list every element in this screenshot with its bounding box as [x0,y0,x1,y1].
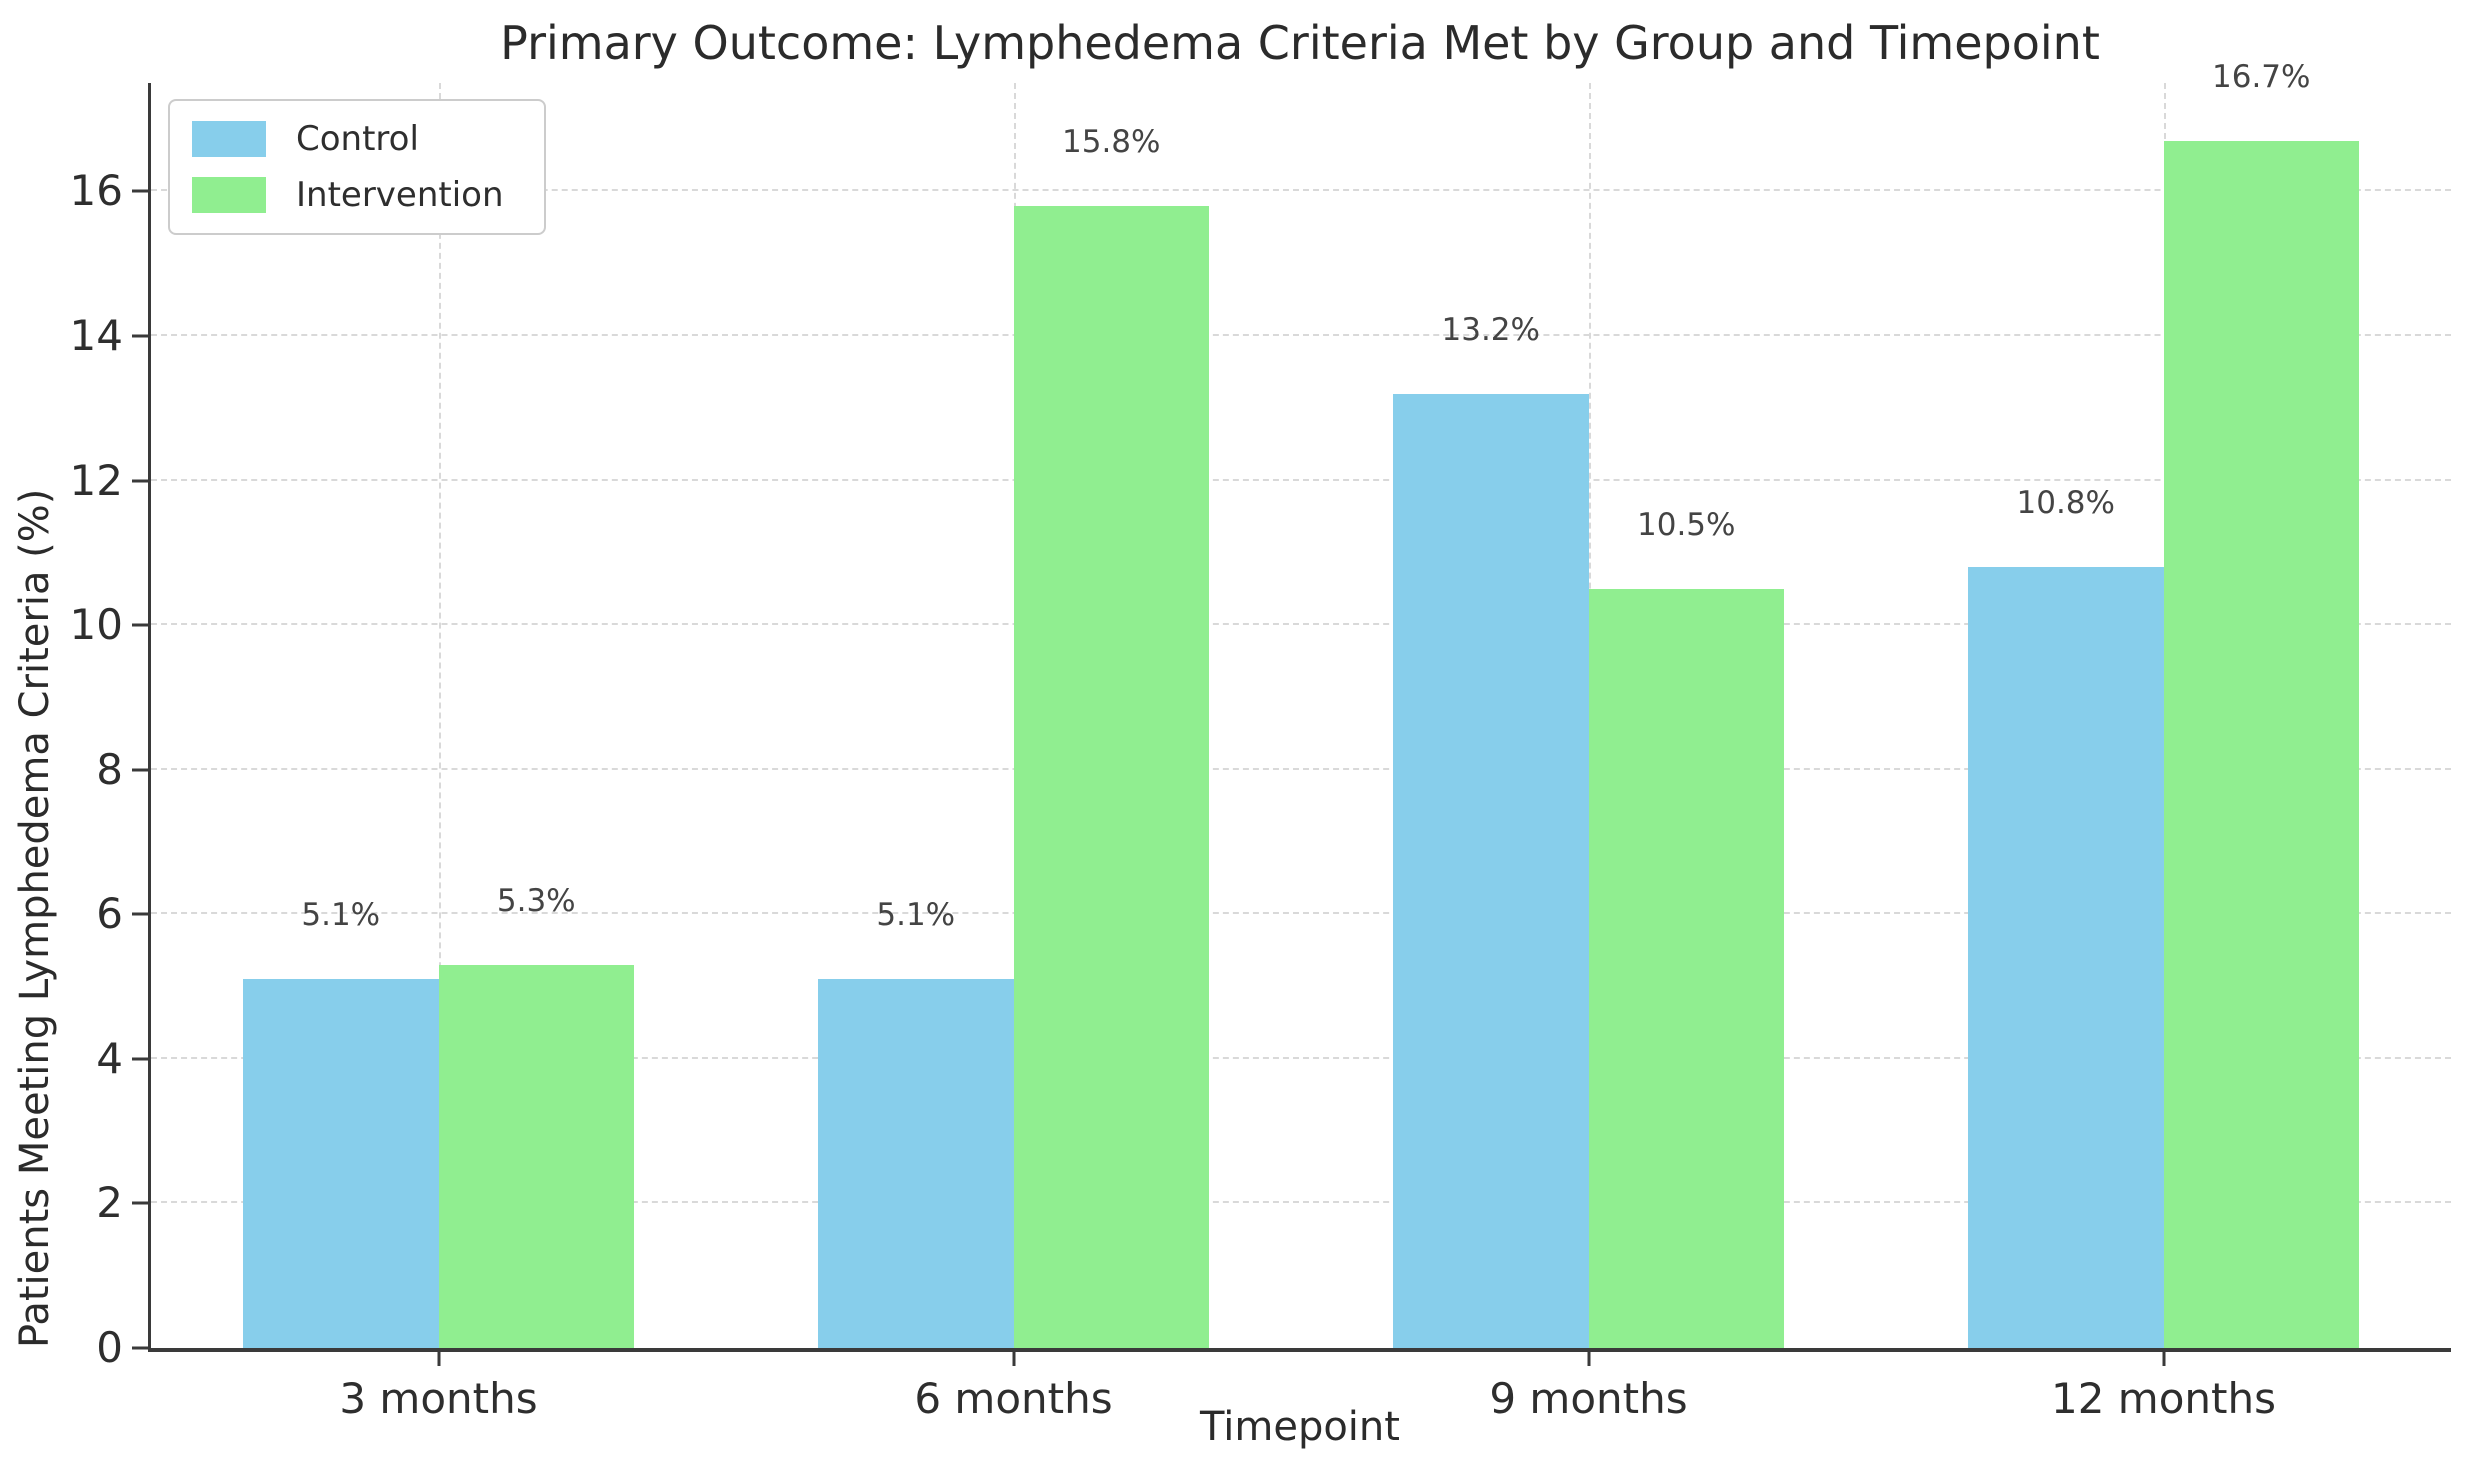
chart-title: Primary Outcome: Lymphedema Criteria Met… [500,16,2100,70]
y-tick-mark [132,479,148,483]
bar-intervention-6-months [1013,205,1209,1348]
y-tick-mark [132,1346,148,1350]
bar-value-label: 15.8% [1062,123,1161,160]
h-gridline [151,767,2451,770]
y-tick-label: 4 [96,1033,123,1083]
y-axis-label: Patients Meeting Lymphedema Criteria (%) [12,488,58,1348]
h-gridline [151,334,2451,336]
y-tick-label: 8 [96,744,123,794]
y-tick-label: 6 [96,889,123,939]
legend-row-intervention: Intervention [192,175,504,215]
v-gridline [438,83,441,1348]
y-tick-label: 10 [69,600,123,650]
h-gridline [151,623,2451,626]
legend-label-intervention: Intervention [296,175,504,215]
legend-label-control: Control [296,119,419,159]
h-gridline [151,478,2451,481]
h-gridline [151,912,2451,915]
y-tick-label: 14 [69,311,123,360]
x-tick-mark [437,1352,440,1366]
y-tick-mark [132,1201,148,1205]
y-tick-label: 12 [69,455,123,505]
y-tick-mark [132,623,148,627]
y-tick-mark [132,768,148,772]
legend: Control Intervention [168,99,546,235]
plot-area: 5.1% 5.1% 13.2% 10.8% 5.3% 15.8% 10.5% 16.7% 0 2… [70,59,2451,1423]
bar-value-label: 10.5% [1637,507,1736,543]
x-tick-label: 6 months [914,1374,1113,1423]
y-tick-label: 16 [69,166,123,216]
bar-control-6-months [818,979,1014,1348]
y-tick-mark [132,334,148,338]
bar-value-label: 13.2% [1441,311,1540,348]
y-tick-mark [132,1057,148,1061]
control-swatch-icon [192,121,266,157]
bar-value-label: 16.7% [2212,58,2311,95]
h-gridline [151,1056,2451,1059]
bar-control-12-months [1968,567,2164,1348]
y-tick-label: 2 [96,1178,123,1228]
bar-value-label: 5.1% [301,897,381,934]
bar-value-label: 10.8% [2016,485,2115,522]
x-tick-label: 9 months [1489,1374,1688,1423]
bar-intervention-3-months [438,964,634,1348]
h-gridline [151,1201,2451,1204]
bar-intervention-12-months [2163,140,2359,1348]
y-tick-mark [132,912,148,916]
x-tick-mark [2162,1352,2165,1366]
h-gridline [151,189,2451,192]
x-tick-mark [1012,1352,1015,1366]
bar-value-label: 5.1% [876,897,956,934]
bar-control-9-months [1393,393,1589,1348]
bar-value-label: 5.3% [496,882,576,919]
intervention-swatch-icon [192,177,266,213]
y-tick-mark [132,189,148,193]
x-tick-label: 12 months [2051,1374,2276,1423]
x-axis-label: Timepoint [1200,1404,1400,1450]
legend-row-control: Control [192,119,504,159]
x-tick-mark [1587,1352,1590,1366]
bar-intervention-9-months [1588,589,1784,1348]
bar-control-3-months [243,979,439,1348]
x-tick-label: 3 months [339,1374,538,1423]
y-tick-label: 0 [96,1323,123,1372]
